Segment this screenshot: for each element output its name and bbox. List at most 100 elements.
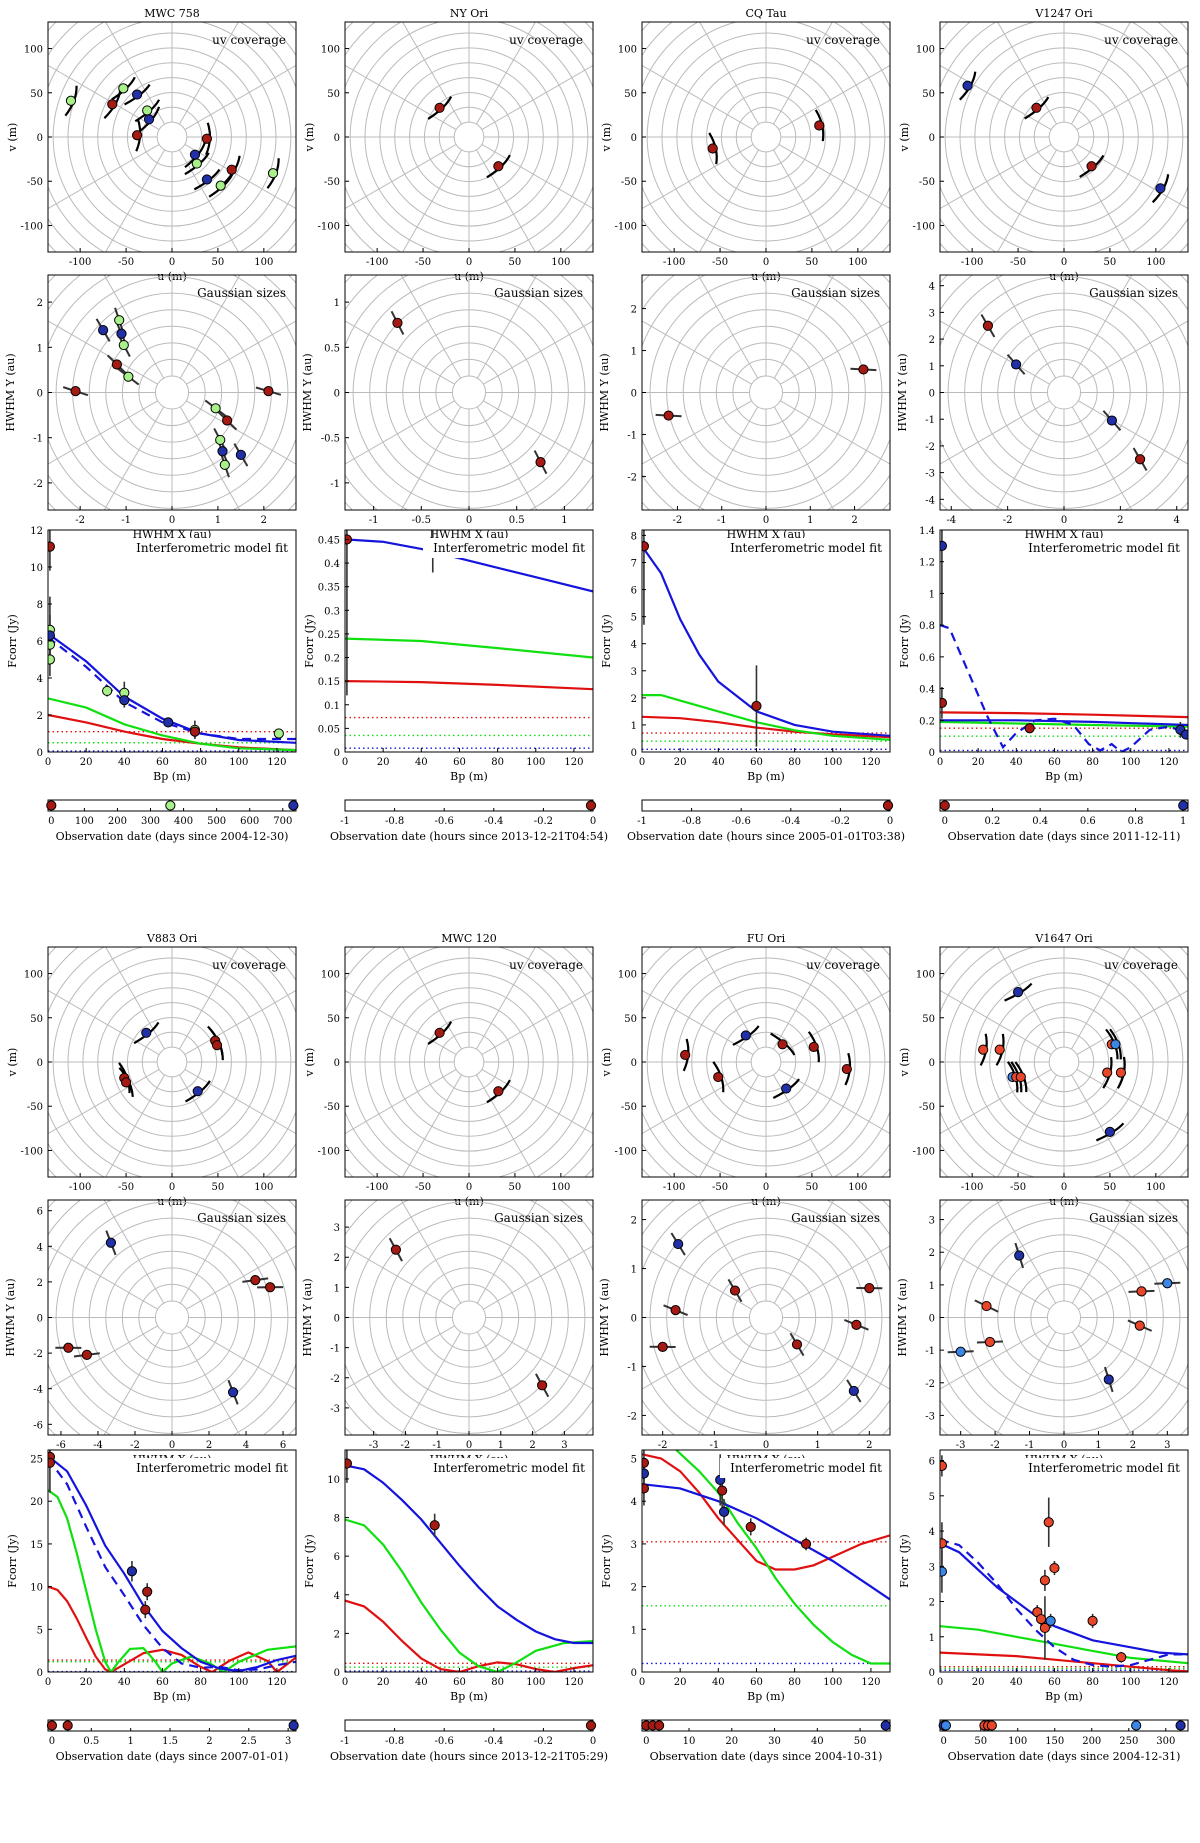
object-title: V1647 Ori <box>1034 932 1093 945</box>
fit-point <box>717 1485 728 1496</box>
curve-blue <box>940 1542 1188 1656</box>
fit-plot-area <box>940 530 1188 752</box>
y-tick-label: 0 <box>929 389 935 400</box>
fit-point <box>48 541 56 552</box>
grid-spoke <box>402 947 463 1050</box>
fit-point <box>1049 1562 1060 1574</box>
y-tick-label: -2 <box>33 1349 43 1360</box>
fit-point <box>940 1460 948 1471</box>
date-tick-label: -1 <box>340 816 350 827</box>
x-tick-label: 100 <box>254 257 273 268</box>
x-tick-label: -6 <box>56 1440 66 1451</box>
uv-plot-area <box>345 22 593 252</box>
date-tick-label: 3 <box>285 1736 291 1747</box>
date-axis-title: Observation date (hours since 2013-12-21… <box>330 830 608 843</box>
y-tick-label: -100 <box>913 1146 935 1157</box>
grid-spoke <box>997 947 1058 1050</box>
grid-spoke <box>48 64 160 131</box>
y-tick-label: -4 <box>925 495 935 506</box>
grid-spoke <box>773 1200 835 1304</box>
date-marker <box>882 800 894 811</box>
x-tick-label: 120 <box>861 757 880 768</box>
date-tick-label: 50 <box>974 1736 987 1747</box>
x-tick-label: 0 <box>45 757 51 768</box>
x-tick-label: 20 <box>972 1677 985 1688</box>
y-tick-label: 3 <box>334 1223 340 1234</box>
grid-spoke <box>184 143 296 210</box>
y-tick-label: 3 <box>631 1540 637 1551</box>
uv-coverage-panel: -100 -50 0 50 100 -100 -50 0 50 100 V1647 Ori uv co… <box>898 932 1189 1208</box>
y-tick-label: 0 <box>334 1314 340 1325</box>
uv-point <box>1102 1067 1113 1078</box>
x-tick-label: 100 <box>551 1182 570 1193</box>
fit-point <box>751 700 762 712</box>
observation-date-strip: 0 100 200 300 400 500 600 700 Observation date (… <box>46 799 299 843</box>
x-tick-label: 120 <box>861 1677 880 1688</box>
grid-spoke <box>48 1245 158 1310</box>
date-tick-label: 1 <box>1180 816 1186 827</box>
x-tick-label: -1 <box>709 1440 719 1451</box>
y-tick-label: -2 <box>627 472 637 483</box>
v-axis-title: v (m) <box>898 123 911 153</box>
y-tick-label: -3 <box>330 1404 340 1415</box>
object-title: NY Ori <box>450 7 489 20</box>
date-marker <box>288 1720 299 1731</box>
grid-spoke <box>778 143 890 210</box>
grid-spoke <box>481 143 593 210</box>
y-tick-label: 2 <box>37 1278 43 1289</box>
fit-point <box>48 654 56 665</box>
model-fit-panel: 0 20 40 60 80 100 120 0 1 2 3 4 5 Interferometric mod… <box>600 1449 891 1703</box>
x-tick-label: 2 <box>206 1440 212 1451</box>
model-fit-panel: 0 20 40 60 80 100 120 0 2 4 6 8 10 12 Interferometric … <box>6 526 297 783</box>
uv-plot-area <box>48 947 296 1177</box>
date-tick-label: -0.2 <box>831 816 850 827</box>
grid-spoke <box>103 1200 165 1304</box>
gauss-point <box>222 415 233 426</box>
grid-spoke <box>1071 1331 1133 1435</box>
x-tick-label: -100 <box>366 257 388 268</box>
date-marker <box>940 1720 952 1731</box>
x-tick-label: 2 <box>851 515 857 526</box>
uv-point <box>680 1049 691 1061</box>
gauss-point <box>663 410 674 421</box>
grid-spoke <box>400 1200 462 1304</box>
x-tick-label: -50 <box>712 257 728 268</box>
grid-spoke <box>345 989 457 1056</box>
y-tick-label: 0.05 <box>318 724 340 735</box>
date-tick-label: 0 <box>643 1736 649 1747</box>
y-tick-label: -6 <box>33 1420 43 1431</box>
y-tick-label: -100 <box>21 1146 43 1157</box>
fit-point <box>142 1586 153 1597</box>
y-tick-label: 0 <box>929 1668 935 1679</box>
grid-ring <box>154 1300 190 1335</box>
x-tick-label: 60 <box>750 757 763 768</box>
x-tick-label: -1 <box>1025 1440 1035 1451</box>
observation-date-strip: 0 10 20 30 40 50 Observation date (days since … <box>641 1719 891 1763</box>
date-tick-label: 0.5 <box>83 1736 99 1747</box>
x-tick-label: 2 <box>866 1440 872 1451</box>
gauss-point <box>537 1380 548 1391</box>
fit-point <box>642 1468 650 1479</box>
fit-point <box>1116 1652 1127 1663</box>
x-tick-label: 80 <box>194 757 207 768</box>
uv-plot-area <box>642 22 890 252</box>
y-tick-label: -1 <box>925 1346 935 1357</box>
grid-spoke <box>772 22 833 125</box>
x-tick-label: 0 <box>466 1440 472 1451</box>
y-tick-label: 2 <box>929 1598 935 1609</box>
grid-spoke <box>475 947 536 1050</box>
y-tick-label: 0.2 <box>919 716 935 727</box>
x-tick-label: -50 <box>415 257 431 268</box>
v-axis-title: v (m) <box>898 1048 911 1078</box>
date-tick-label: 0 <box>942 816 948 827</box>
x-tick-label: 50 <box>212 1182 225 1193</box>
fit-point <box>1039 1622 1051 1634</box>
grid-spoke <box>345 1068 457 1135</box>
date-tick-label: -0.2 <box>534 816 553 827</box>
grid-spoke <box>642 1245 752 1310</box>
gauss-point <box>390 1244 401 1255</box>
x-tick-label: 40 <box>118 757 131 768</box>
gauss-point <box>217 446 228 457</box>
